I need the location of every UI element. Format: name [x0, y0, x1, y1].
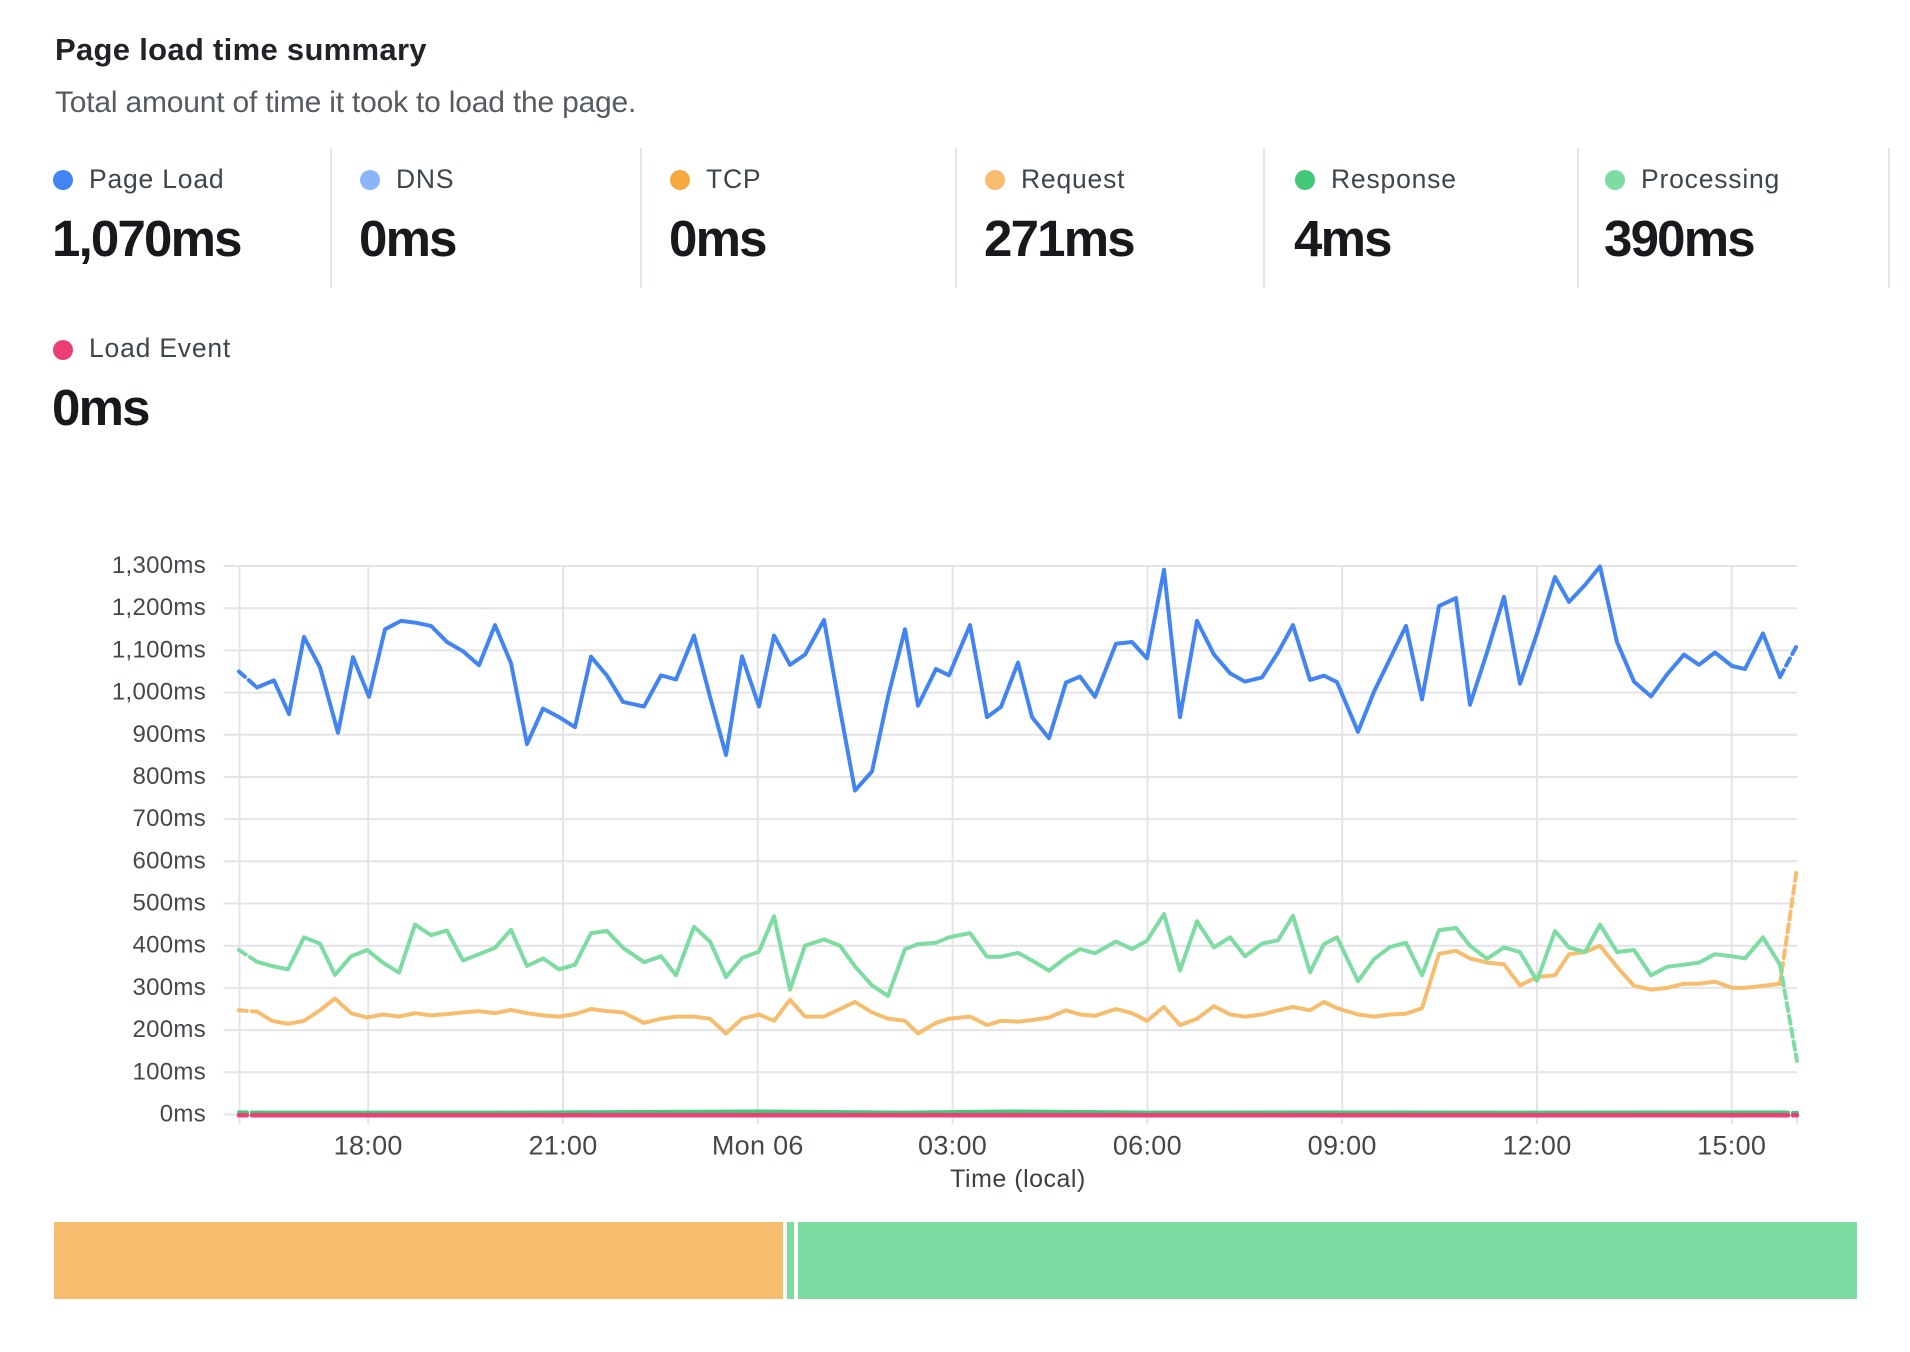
svg-text:200ms: 200ms: [132, 1016, 206, 1043]
svg-text:18:00: 18:00: [334, 1131, 403, 1161]
svg-text:06:00: 06:00: [1113, 1131, 1182, 1161]
svg-text:12:00: 12:00: [1502, 1131, 1571, 1161]
svg-text:Mon 06: Mon 06: [712, 1131, 804, 1161]
svg-text:600ms: 600ms: [132, 847, 206, 874]
svg-text:1,100ms: 1,100ms: [112, 636, 206, 663]
svg-text:800ms: 800ms: [132, 763, 206, 790]
svg-text:400ms: 400ms: [132, 932, 206, 959]
svg-text:500ms: 500ms: [132, 890, 206, 917]
svg-text:1,200ms: 1,200ms: [112, 594, 206, 621]
svg-text:09:00: 09:00: [1308, 1131, 1377, 1161]
svg-text:900ms: 900ms: [132, 721, 206, 748]
svg-text:1,300ms: 1,300ms: [112, 552, 206, 579]
svg-text:0ms: 0ms: [160, 1101, 206, 1128]
svg-text:700ms: 700ms: [132, 805, 206, 832]
svg-text:1,000ms: 1,000ms: [112, 679, 206, 706]
svg-text:100ms: 100ms: [132, 1058, 206, 1085]
svg-text:Time (local): Time (local): [950, 1165, 1086, 1193]
svg-text:03:00: 03:00: [918, 1131, 987, 1161]
svg-text:21:00: 21:00: [528, 1131, 597, 1161]
svg-text:15:00: 15:00: [1697, 1131, 1766, 1161]
svg-text:300ms: 300ms: [132, 974, 206, 1001]
